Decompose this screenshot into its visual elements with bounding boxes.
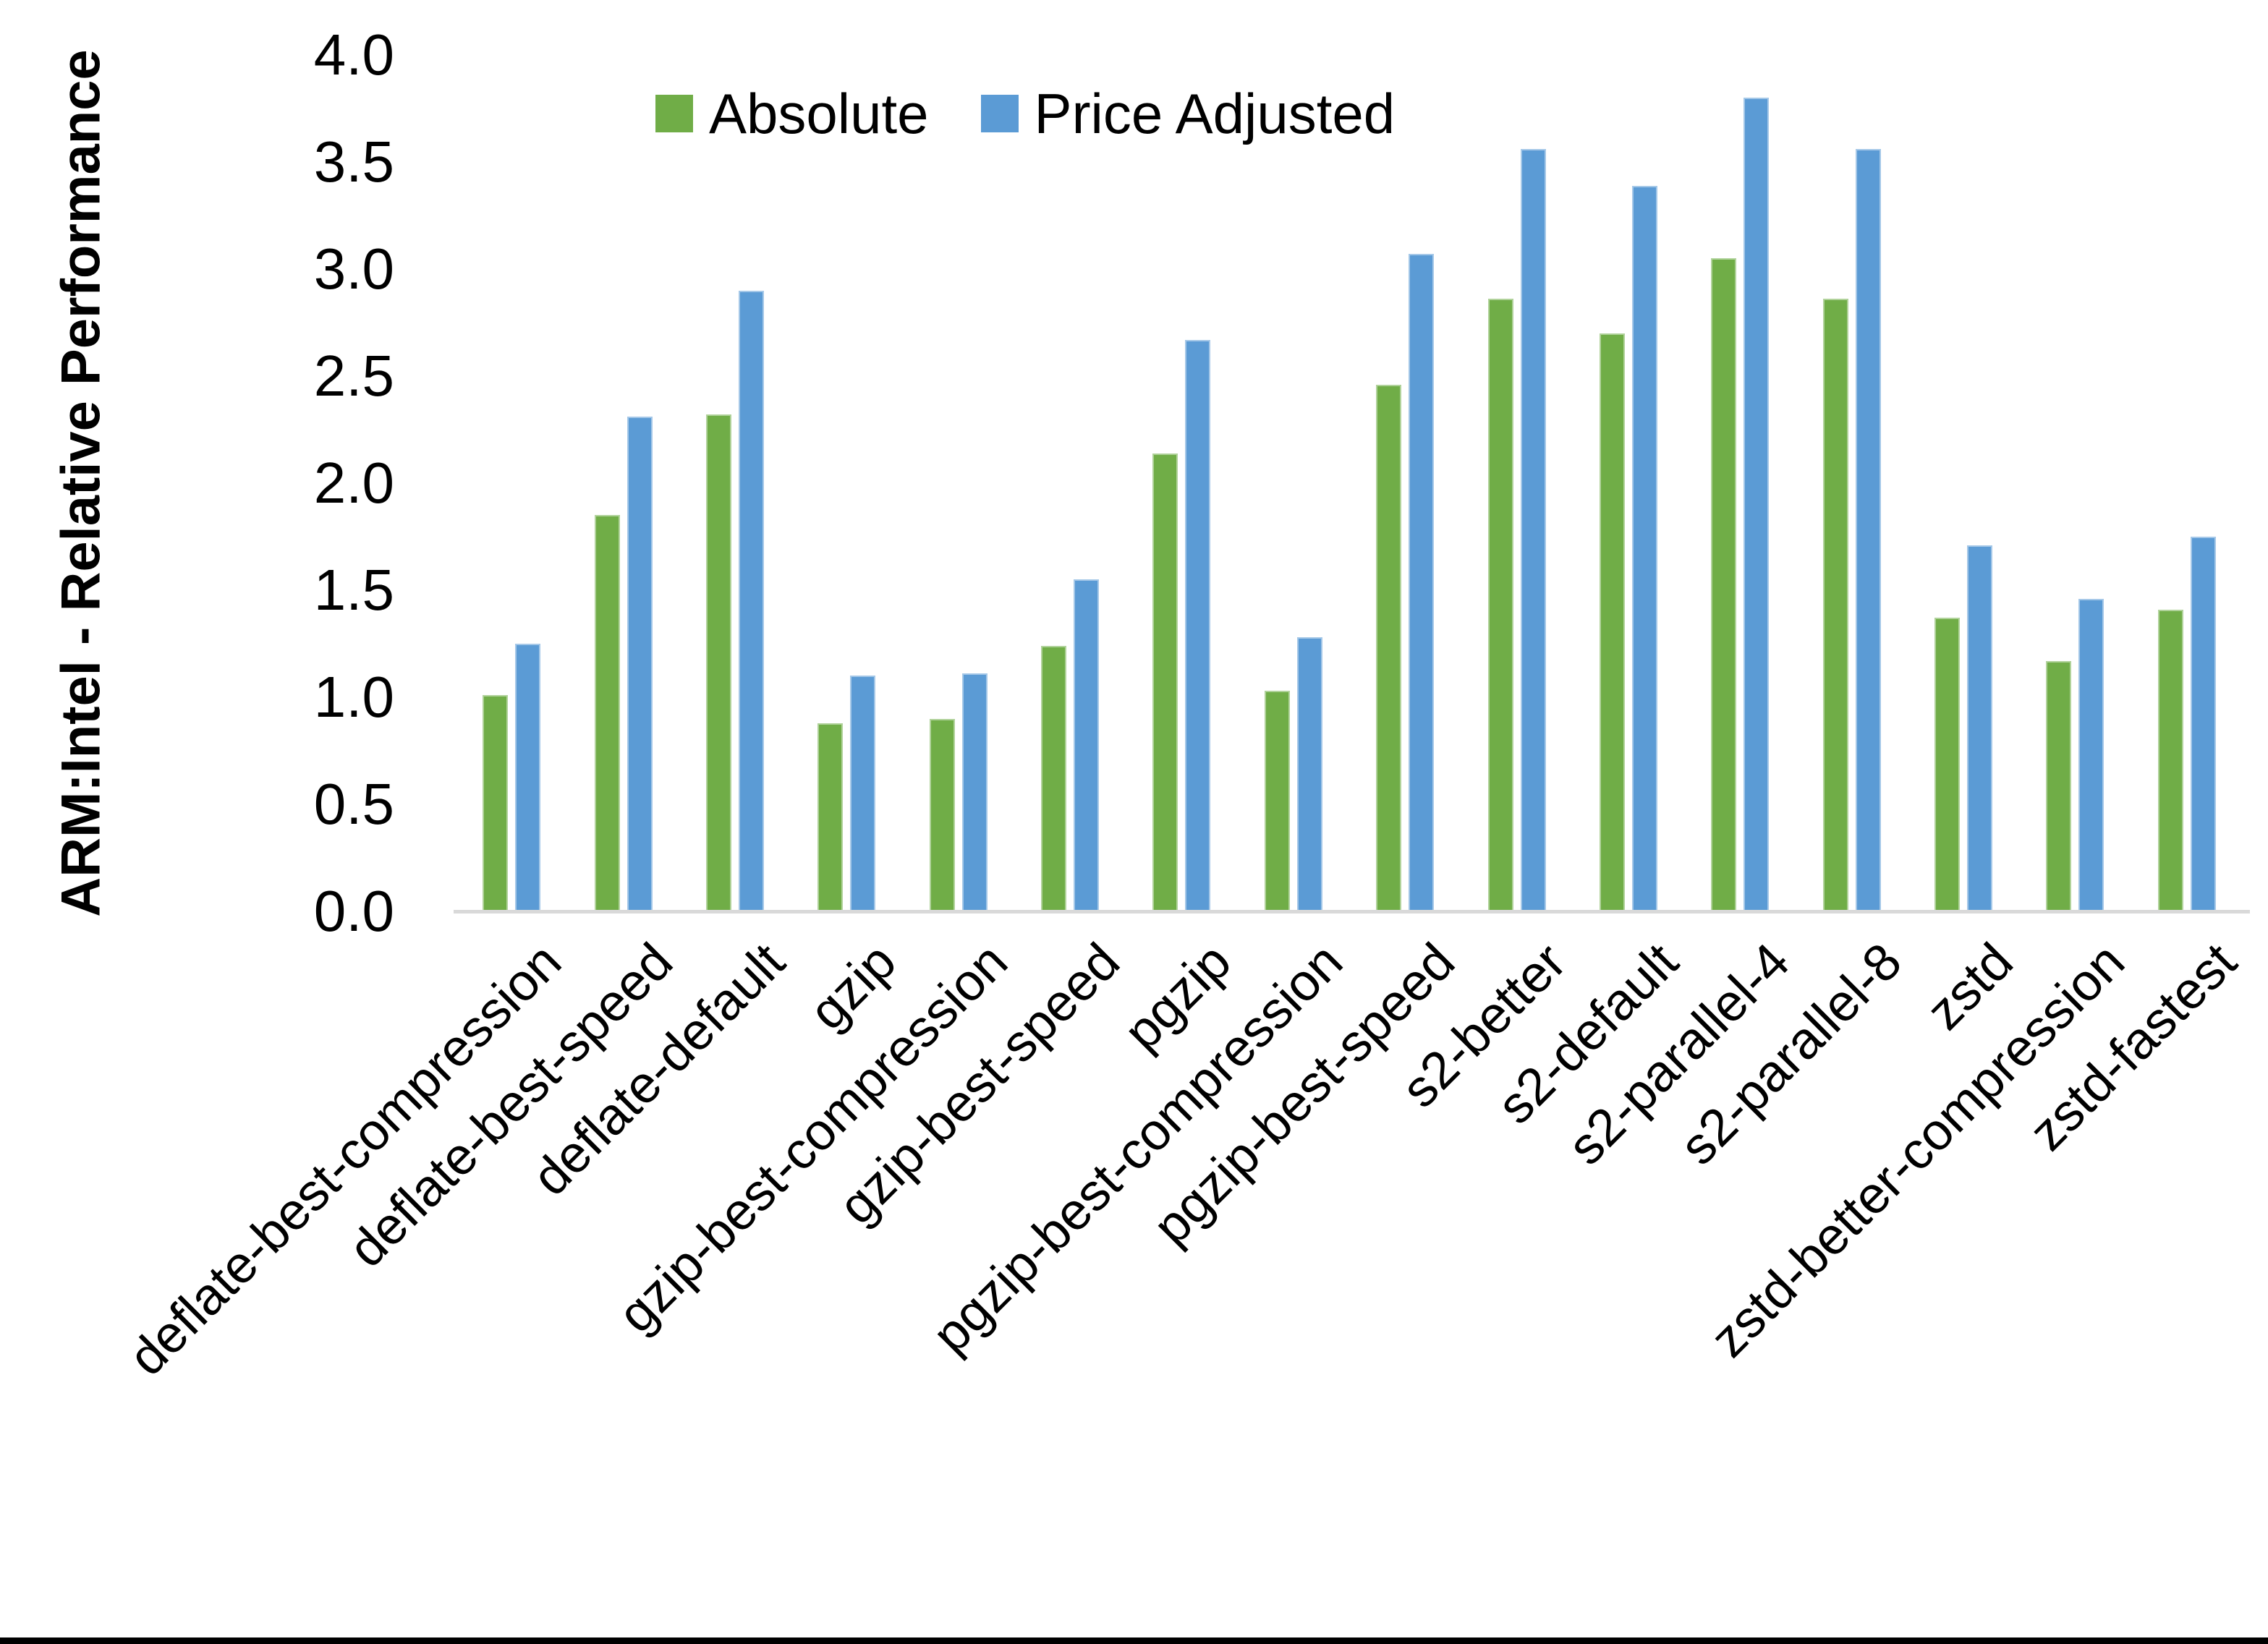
bar-absolute-s2-parallel-4 [1711, 258, 1736, 911]
bar-absolute-pgzip-best-speed [1376, 385, 1401, 911]
bar-price-adjusted-gzip-best-speed [1074, 579, 1099, 911]
bottom-border [0, 1637, 2268, 1644]
bar-price-adjusted-zstd [1967, 545, 1992, 911]
bar-absolute-gzip-best-speed [1041, 646, 1066, 911]
bar-absolute-deflate-best-speed [595, 515, 620, 911]
bar-absolute-s2-default [1600, 333, 1625, 911]
y-axis-title: ARM:Intel - Relative Performance [50, 49, 112, 917]
bar-absolute-pgzip [1152, 453, 1178, 911]
bar-price-adjusted-deflate-default [739, 291, 764, 911]
y-tick-label: 0.0 [313, 879, 394, 943]
y-tick-label: 4.0 [313, 22, 394, 87]
bar-price-adjusted-gzip-best-compression [962, 673, 988, 911]
y-tick-label: 3.0 [313, 237, 394, 301]
bar-absolute-deflate-default [706, 414, 731, 911]
bar-absolute-gzip-best-compression [930, 719, 955, 911]
bar-price-adjusted-s2-parallel-8 [1856, 149, 1881, 911]
legend-swatch-absolute [655, 95, 693, 132]
bar-absolute-gzip [817, 723, 843, 911]
bar-price-adjusted-gzip [850, 676, 875, 911]
bar-price-adjusted-pgzip-best-compression [1297, 637, 1322, 911]
bar-price-adjusted-zstd-fastest [2191, 537, 2216, 911]
y-tick-label: 3.5 [313, 129, 394, 194]
y-tick-label: 2.5 [313, 344, 394, 408]
y-tick-label: 1.5 [313, 558, 394, 622]
y-tick-label: 1.0 [313, 665, 394, 729]
bar-price-adjusted-s2-default [1632, 186, 1657, 911]
y-tick-label: 2.0 [313, 451, 394, 515]
bar-absolute-s2-better [1488, 299, 1513, 911]
legend-label-absolute: Absolute [709, 82, 929, 145]
bar-price-adjusted-pgzip [1185, 340, 1210, 911]
bar-price-adjusted-s2-parallel-4 [1744, 98, 1769, 911]
bar-absolute-s2-parallel-8 [1823, 299, 1848, 911]
legend-label-price-adjusted: Price Adjusted [1034, 82, 1396, 145]
x-axis-line [454, 910, 2250, 913]
legend: Absolute Price Adjusted [655, 85, 1395, 142]
bar-price-adjusted-zstd-better-compression [2078, 599, 2104, 911]
bar-absolute-deflate-best-compression [483, 695, 508, 911]
bar-absolute-zstd-better-compression [2046, 661, 2071, 911]
legend-swatch-price-adjusted [980, 95, 1019, 132]
bar-price-adjusted-pgzip-best-speed [1409, 254, 1434, 911]
x-tick-label-deflate-best-compression: deflate-best-compression [117, 932, 572, 1387]
bar-absolute-zstd-fastest [2158, 610, 2183, 911]
bar-price-adjusted-s2-better [1521, 149, 1546, 911]
bar-price-adjusted-deflate-best-speed [627, 417, 653, 911]
y-tick-label: 0.5 [313, 772, 394, 836]
bar-absolute-pgzip-best-compression [1265, 691, 1290, 911]
bar-price-adjusted-deflate-best-compression [515, 644, 540, 911]
bar-absolute-zstd [1934, 618, 1960, 911]
